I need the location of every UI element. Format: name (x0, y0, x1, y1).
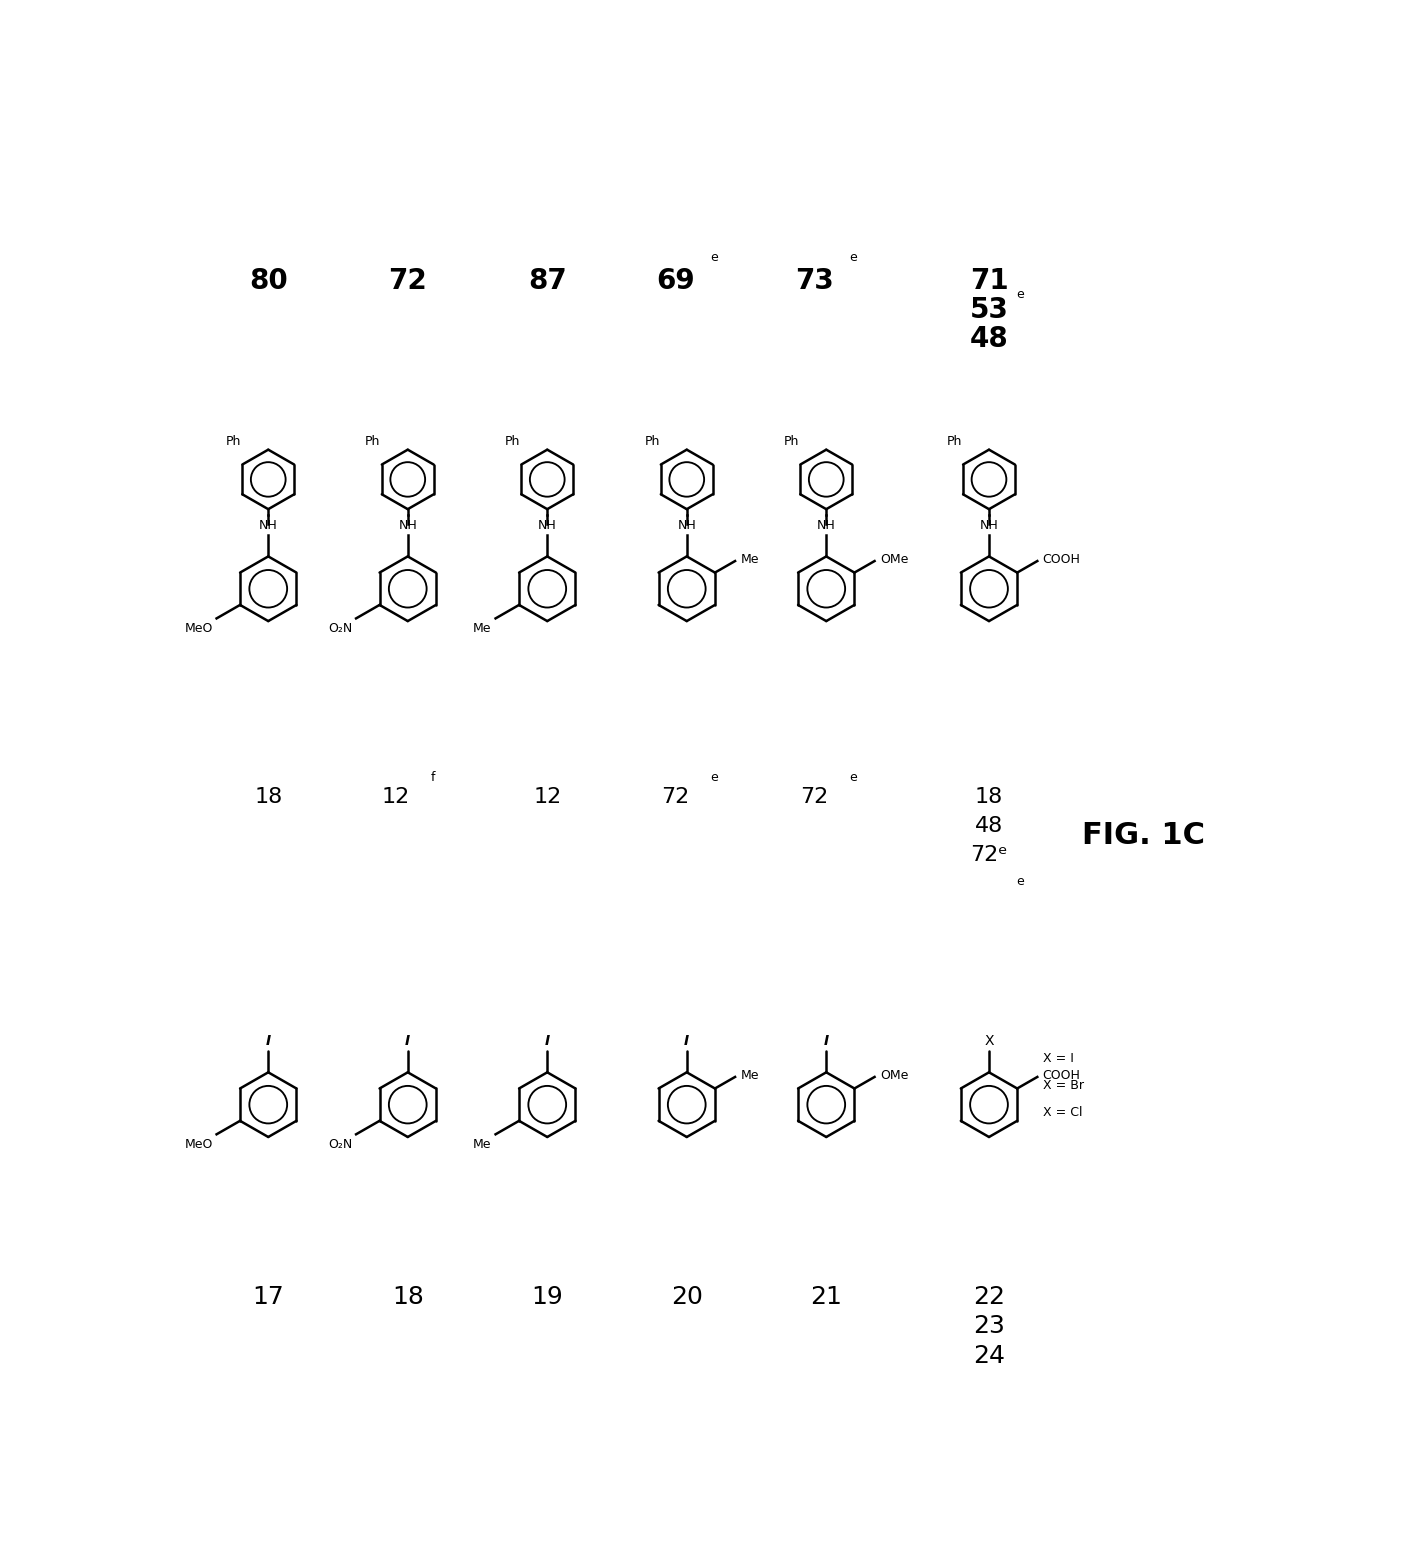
Text: e: e (1016, 875, 1023, 888)
Text: e: e (709, 770, 718, 784)
Text: X = Cl: X = Cl (1043, 1106, 1082, 1119)
Text: FIG. 1C: FIG. 1C (1082, 821, 1206, 849)
Text: 72: 72 (801, 786, 829, 806)
Text: 18: 18 (391, 1285, 423, 1309)
Text: 80: 80 (250, 267, 287, 295)
Text: MeO: MeO (184, 1138, 213, 1152)
Text: e: e (1016, 289, 1023, 301)
Text: 72: 72 (388, 267, 428, 295)
Text: Me: Me (474, 1138, 492, 1152)
Text: 48: 48 (970, 326, 1008, 354)
Text: 23: 23 (973, 1314, 1005, 1339)
Text: Ph: Ph (645, 435, 659, 448)
Text: 24: 24 (973, 1343, 1005, 1368)
Text: COOH: COOH (1043, 1068, 1081, 1082)
Text: Me: Me (740, 553, 758, 567)
Text: Ph: Ph (946, 435, 962, 448)
Text: I: I (824, 1033, 829, 1048)
Text: 19: 19 (531, 1285, 564, 1309)
Text: NH: NH (259, 519, 278, 531)
Text: Ph: Ph (784, 435, 799, 448)
Text: 53: 53 (970, 296, 1008, 324)
Text: 71: 71 (970, 267, 1008, 295)
Text: O₂N: O₂N (328, 1138, 352, 1152)
Text: COOH: COOH (1043, 553, 1081, 567)
Text: 18: 18 (254, 786, 282, 806)
Text: NH: NH (398, 519, 418, 531)
Text: MeO: MeO (184, 622, 213, 635)
Text: Ph: Ph (366, 435, 380, 448)
Text: X = I: X = I (1043, 1051, 1074, 1065)
Text: 22: 22 (973, 1285, 1005, 1309)
Text: 12: 12 (533, 786, 561, 806)
Text: 17: 17 (252, 1285, 285, 1309)
Text: NH: NH (677, 519, 697, 531)
Text: O₂N: O₂N (328, 622, 352, 635)
Text: I: I (266, 1033, 271, 1048)
Text: X = Br: X = Br (1043, 1079, 1084, 1092)
Text: OMe: OMe (880, 1068, 908, 1082)
Text: Ph: Ph (505, 435, 520, 448)
Text: e: e (850, 252, 857, 264)
Text: NH: NH (817, 519, 836, 531)
Text: I: I (545, 1033, 550, 1048)
Text: I: I (684, 1033, 690, 1048)
Text: 73: 73 (795, 267, 834, 295)
Text: NH: NH (538, 519, 557, 531)
Text: 18: 18 (974, 786, 1002, 806)
Text: X: X (984, 1033, 994, 1048)
Text: Me: Me (740, 1068, 758, 1082)
Text: 72: 72 (660, 786, 690, 806)
Text: 12: 12 (381, 786, 411, 806)
Text: OMe: OMe (880, 553, 908, 567)
Text: 69: 69 (656, 267, 694, 295)
Text: Me: Me (474, 622, 492, 635)
Text: Ph: Ph (226, 435, 241, 448)
Text: e: e (850, 770, 857, 784)
Text: e: e (709, 252, 718, 264)
Text: f: f (430, 770, 436, 784)
Text: NH: NH (980, 519, 998, 531)
Text: 21: 21 (810, 1285, 843, 1309)
Text: 20: 20 (670, 1285, 702, 1309)
Text: I: I (405, 1033, 411, 1048)
Text: 87: 87 (529, 267, 566, 295)
Text: 48: 48 (974, 815, 1002, 835)
Text: 72ᵉ: 72ᵉ (970, 845, 1008, 865)
